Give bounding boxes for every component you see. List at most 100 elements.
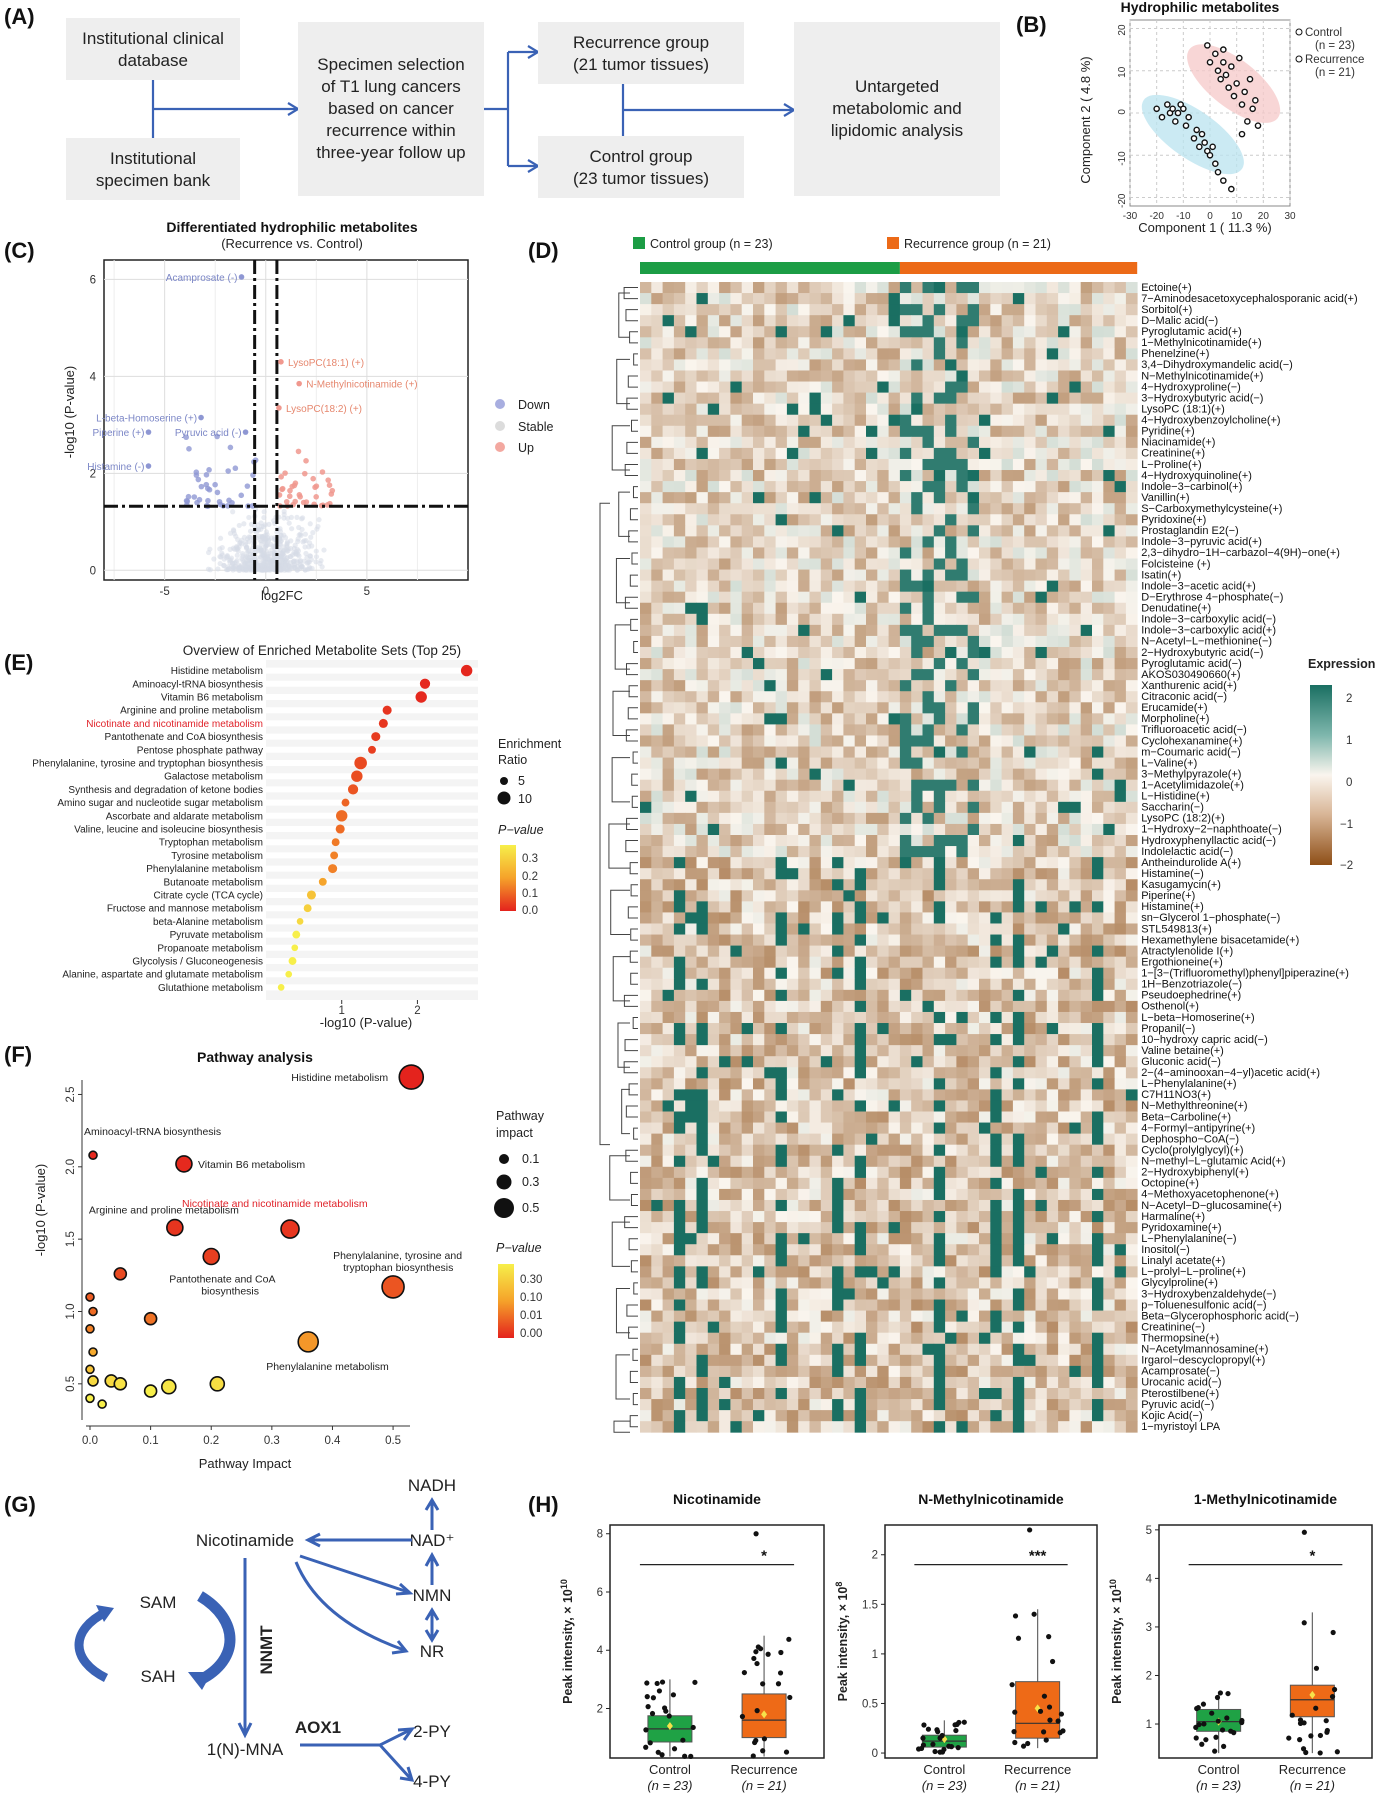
heatmap-cell [1024, 724, 1036, 735]
pca-point-recurrence [1221, 60, 1226, 65]
heatmap-cell [742, 625, 754, 636]
heatmap-cell [1069, 769, 1081, 780]
heatmap-cell [1047, 1089, 1059, 1100]
volcano-point-up [278, 474, 284, 480]
heatmap-cell [832, 625, 844, 636]
heatmap-cell [911, 747, 923, 758]
volcano-point-stable [292, 558, 297, 563]
heatmap-cell [719, 592, 731, 603]
heatmap-cell [1069, 669, 1081, 680]
heatmap-cell [685, 1277, 697, 1288]
heatmap-cell [990, 890, 1002, 901]
heatmap-cell [979, 459, 991, 470]
heatmap-cell [663, 293, 675, 304]
heatmap-cell [1103, 1233, 1115, 1244]
heatmap-cell [1115, 614, 1127, 625]
heatmap-cell [776, 293, 788, 304]
heatmap-cell [866, 337, 878, 348]
heatmap-cell [1024, 647, 1036, 658]
heatmap-cell [979, 1123, 991, 1134]
heatmap-cell [877, 1288, 889, 1299]
heatmap-cell [934, 570, 946, 581]
heatmap-cell [685, 370, 697, 381]
heatmap-cell [1069, 791, 1081, 802]
heatmap-cell [1013, 1211, 1025, 1222]
heatmap-cell [798, 315, 810, 326]
heatmap-cell [1103, 813, 1115, 824]
heatmap-cell [877, 912, 889, 923]
heatmap-cell [640, 426, 652, 437]
heatmap-cell [742, 1277, 754, 1288]
heatmap-cell [730, 1211, 742, 1222]
heatmap-cell [843, 890, 855, 901]
heatmap-cell [956, 957, 968, 968]
pca-point-recurrence [1239, 102, 1244, 107]
heatmap-cell [1047, 691, 1059, 702]
heatmap-cell [990, 968, 1002, 979]
heatmap-cell [640, 1233, 652, 1244]
heatmap-cell [843, 581, 855, 592]
heatmap-cell [945, 459, 957, 470]
heatmap-cell [956, 1100, 968, 1111]
heatmap-cell [855, 780, 867, 791]
heatmap-cell [1047, 1200, 1059, 1211]
heatmap-cell [990, 1300, 1002, 1311]
heatmap-cell [1002, 1012, 1014, 1023]
heatmap-cell [1024, 1045, 1036, 1056]
heatmap-legend-recurrence: Recurrence group (n = 21) [904, 237, 1051, 251]
heatmap-cell [956, 1056, 968, 1067]
heatmap-cell [866, 514, 878, 525]
heatmap-cell [979, 658, 991, 669]
heatmap-cell [821, 990, 833, 1001]
heatmap-cell [753, 603, 765, 614]
heatmap-cell [730, 857, 742, 868]
heatmap-cell [1092, 514, 1104, 525]
heatmap-cell [1058, 791, 1070, 802]
heatmap-cell [1024, 625, 1036, 636]
heatmap-cell [697, 1156, 709, 1167]
heatmap-cell [979, 1012, 991, 1023]
heatmap-cell [843, 813, 855, 824]
heatmap-cell [1115, 492, 1127, 503]
heatmap-cell [877, 1112, 889, 1123]
heatmap-cell [923, 437, 935, 448]
heatmap-cell [990, 1233, 1002, 1244]
heatmap-cell [764, 348, 776, 359]
heatmap-cell [855, 1311, 867, 1322]
heatmap-cell [810, 724, 822, 735]
heatmap-cell [708, 702, 720, 713]
heatmap-cell [1058, 293, 1070, 304]
pca-ytick: -20 [1117, 193, 1128, 208]
heatmap-cell [1081, 1045, 1093, 1056]
heatmap-cell [742, 1311, 754, 1322]
heatmap-cell [1081, 581, 1093, 592]
heatmap-cell [810, 890, 822, 901]
heatmap-cell [1024, 1311, 1036, 1322]
heatmap-cell [753, 293, 765, 304]
heatmap-cell [1126, 747, 1138, 758]
heatmap-cell [832, 1100, 844, 1111]
heatmap-cell [843, 957, 855, 968]
heatmap-cell [832, 802, 844, 813]
heatmap-cell [1036, 890, 1048, 901]
heatmap-cell [674, 868, 686, 879]
heatmap-cell [1069, 581, 1081, 592]
heatmap-cell [753, 525, 765, 536]
heatmap-cell [753, 1311, 765, 1322]
heatmap-cell [1024, 304, 1036, 315]
heatmap-cell [1092, 559, 1104, 570]
heatmap-cell [1047, 735, 1059, 746]
heatmap-cell [787, 658, 799, 669]
heatmap-cell [742, 282, 754, 293]
heatmap-cell [821, 879, 833, 890]
heatmap-cell [1024, 492, 1036, 503]
heatmap-cell [1058, 614, 1070, 625]
heatmap-cell [1047, 293, 1059, 304]
heatmap-cell [945, 1211, 957, 1222]
heatmap-cell [1058, 979, 1070, 990]
heatmap-cell [1013, 1078, 1025, 1089]
heatmap-cell [810, 1123, 822, 1134]
heatmap-cell [810, 359, 822, 370]
heatmap-cell [663, 282, 675, 293]
heatmap-cell [1103, 1123, 1115, 1134]
